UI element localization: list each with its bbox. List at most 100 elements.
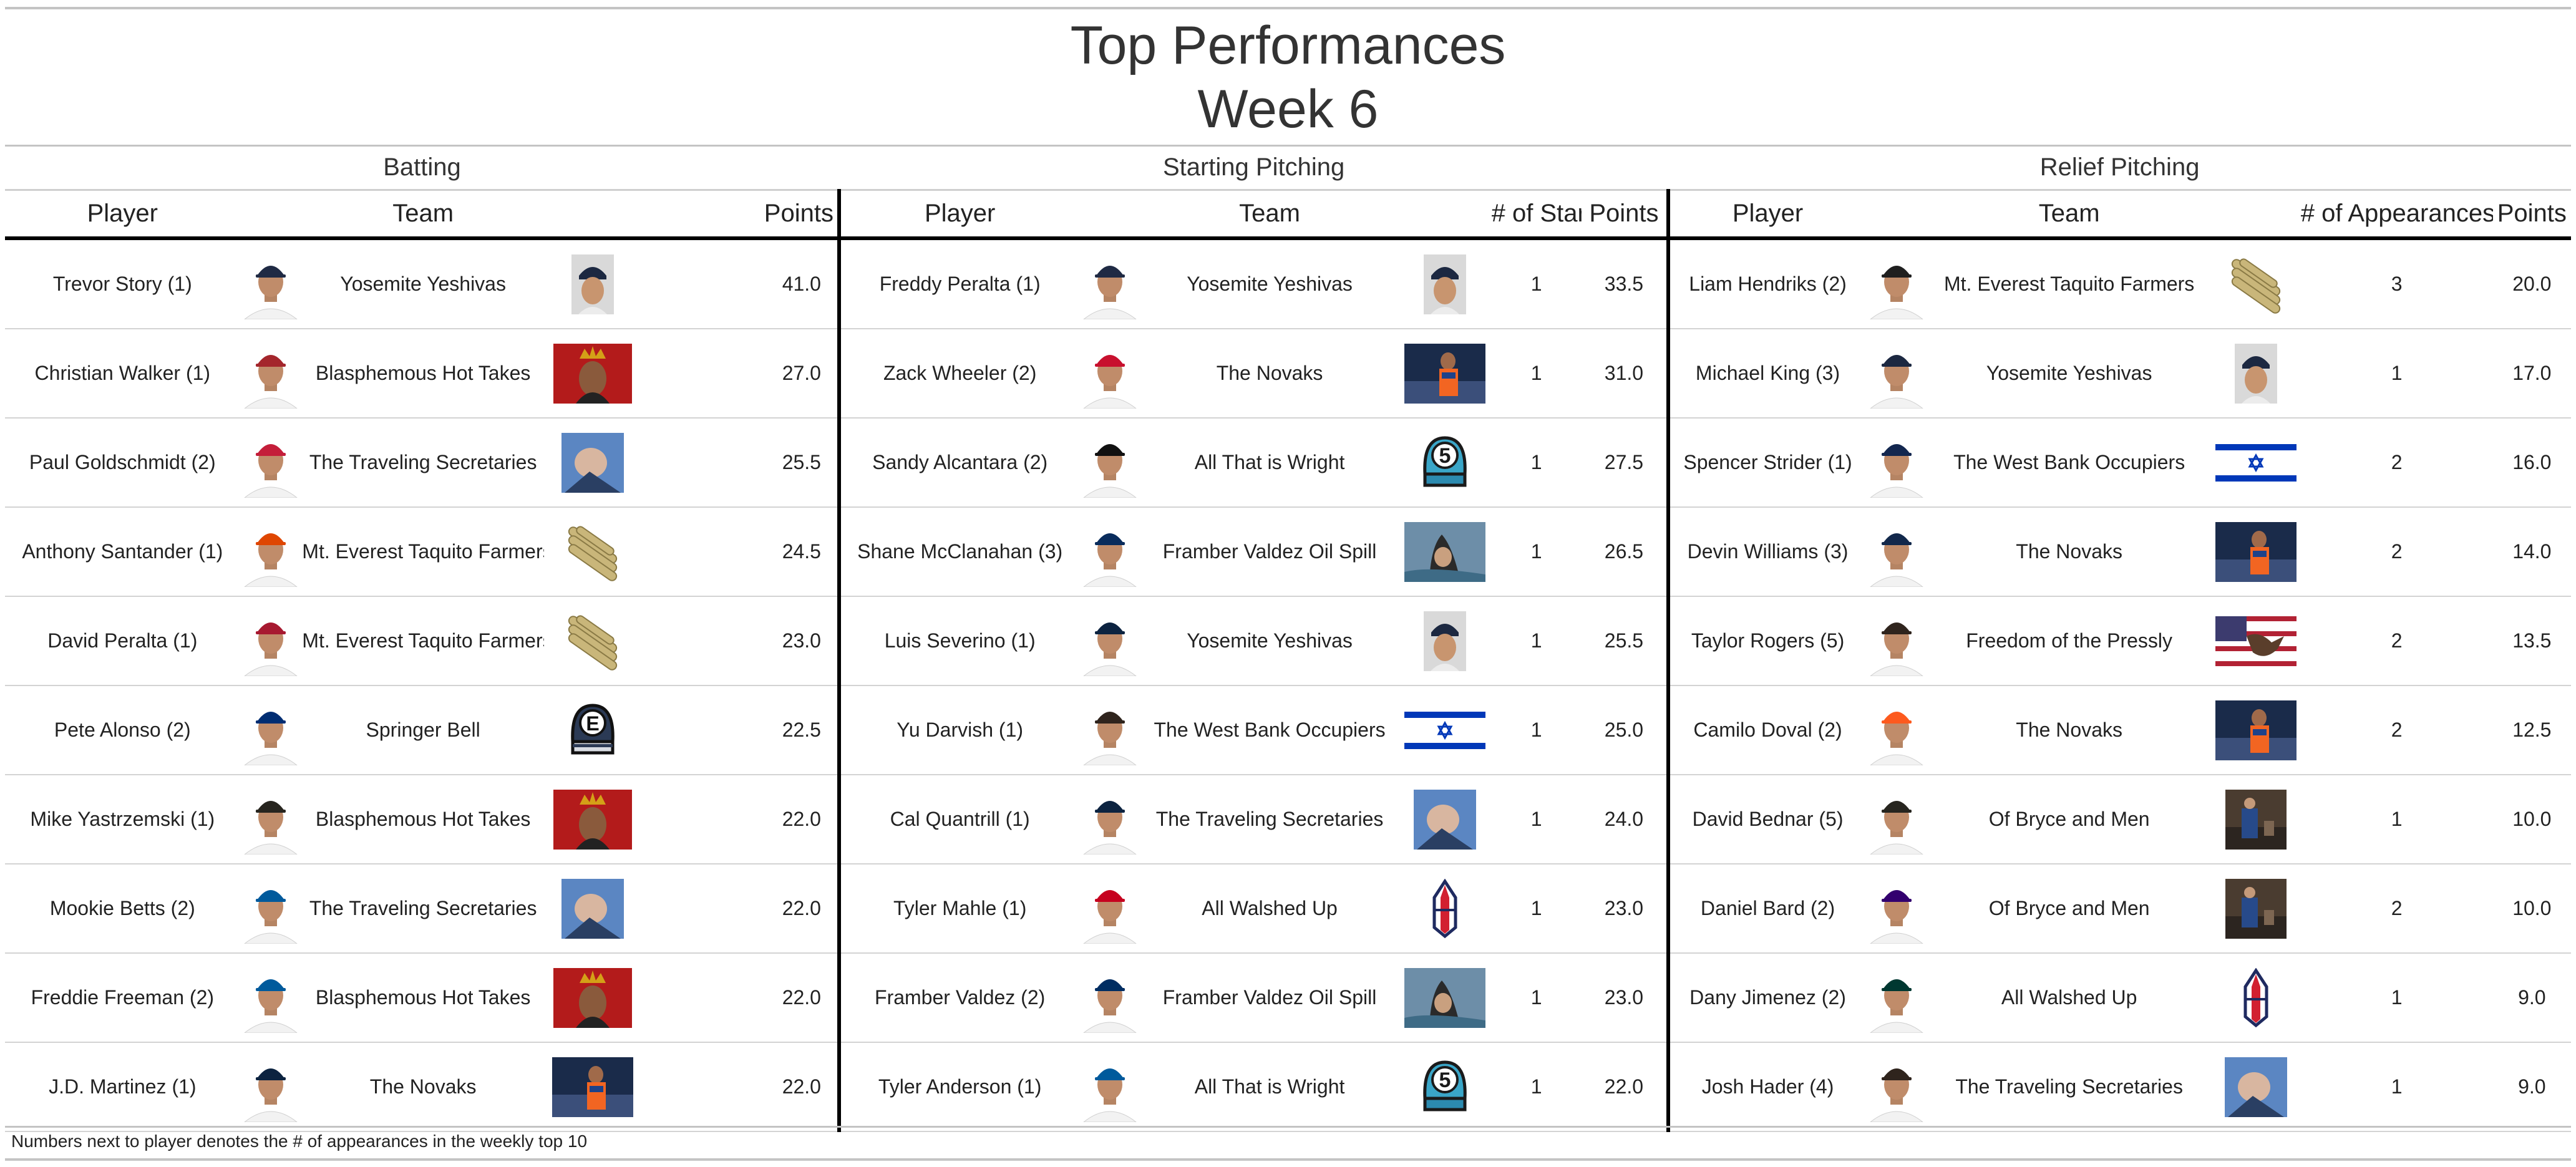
player-headshot xyxy=(240,953,303,1043)
team-logo-cell xyxy=(543,953,641,1043)
team-name: Yosemite Yeshivas xyxy=(302,238,544,329)
player-headshot-image xyxy=(1868,1052,1925,1122)
hot-takes-logo xyxy=(552,789,633,850)
team-logo-cell xyxy=(1398,775,1492,864)
player-headshot xyxy=(240,1042,303,1132)
team-logo-cell xyxy=(2210,953,2301,1043)
player-headshot xyxy=(1079,238,1142,329)
player-name: David Bednar (5) xyxy=(1666,775,1865,864)
taquito-farmers-logo xyxy=(552,522,633,582)
player-headshot-image xyxy=(1081,428,1139,498)
col-header-player: Player xyxy=(837,190,1079,240)
novaks-logo xyxy=(1404,343,1485,404)
player-name: Freddy Peralta (1) xyxy=(837,238,1079,329)
player-headshot-image xyxy=(242,428,299,498)
appearances-count: 1 xyxy=(2300,329,2493,419)
team-name: Yosemite Yeshivas xyxy=(1927,329,2211,419)
west-bank-occupiers-logo xyxy=(2215,433,2297,493)
starts-count: 1 xyxy=(1491,329,1582,419)
points-value: 20.0 xyxy=(2492,238,2571,329)
team-logo-cell xyxy=(543,329,641,419)
player-headshot xyxy=(240,596,303,686)
player-headshot-image xyxy=(1868,963,1925,1033)
points-value: 24.0 xyxy=(1581,775,1669,864)
points-value: 9.0 xyxy=(2492,953,2571,1043)
col-header-headshot xyxy=(1079,190,1142,240)
player-headshot-image xyxy=(1081,785,1139,855)
player-headshot-image xyxy=(1868,785,1925,855)
player-headshot-image xyxy=(1081,517,1139,587)
freedom-pressly-logo xyxy=(2215,611,2297,671)
taquito-farmers-logo xyxy=(2215,254,2297,314)
appearances-count: 1 xyxy=(2300,775,2493,864)
table-row: Freddie Freeman (2) Blasphemous Hot Takes… xyxy=(5,953,2571,1043)
svg-text:E: E xyxy=(586,712,599,735)
col-header-logo xyxy=(543,190,641,240)
novaks-logo xyxy=(2215,700,2297,760)
player-headshot xyxy=(1079,329,1142,419)
team-logo-cell xyxy=(1398,953,1492,1043)
team-logo-cell xyxy=(2210,864,2301,954)
table-row: Pete Alonso (2) Springer Bell E 22.5 Yu Darv… xyxy=(5,685,2571,775)
player-name: Josh Hader (4) xyxy=(1666,1042,1865,1132)
novaks-logo xyxy=(552,1057,633,1117)
points-value: 16.0 xyxy=(2492,418,2571,508)
team-name: Yosemite Yeshivas xyxy=(1141,596,1399,686)
team-name: The West Bank Occupiers xyxy=(1141,685,1399,775)
points-value: 33.5 xyxy=(1581,238,1669,329)
col-header-team: Team xyxy=(1927,190,2211,240)
points-value: 17.0 xyxy=(2492,329,2571,419)
starts-count: 1 xyxy=(1491,953,1582,1043)
player-headshot-image xyxy=(1081,249,1139,319)
team-name: Freedom of the Pressly xyxy=(1927,596,2211,686)
taquito-farmers-logo xyxy=(552,611,633,671)
team-logo-cell xyxy=(2210,1042,2301,1132)
points-value: 22.0 xyxy=(1581,1042,1669,1132)
team-logo-cell: 5 xyxy=(1398,1042,1492,1132)
starts-count: 1 xyxy=(1491,685,1582,775)
team-name: Of Bryce and Men xyxy=(1927,775,2211,864)
player-name: Mookie Betts (2) xyxy=(5,864,240,954)
all-that-is-wright-logo: 5 xyxy=(1404,1057,1485,1117)
col-header-appearances: # of Appearances xyxy=(2300,190,2493,240)
appearances-count: 3 xyxy=(2300,238,2493,329)
top-rule xyxy=(5,7,2571,9)
table-row: Mike Yastrzemski (1) Blasphemous Hot Take… xyxy=(5,775,2571,864)
team-name: The Novaks xyxy=(1927,685,2211,775)
performance-table: Batting Starting Pitching Relief Pitchin… xyxy=(5,145,2571,1132)
player-headshot-image xyxy=(1081,963,1139,1033)
yosemite-yeshivas-logo xyxy=(2215,343,2297,404)
points-value: 10.0 xyxy=(2492,775,2571,864)
starts-count: 1 xyxy=(1491,507,1582,597)
yosemite-yeshivas-logo xyxy=(552,254,633,314)
team-name: All Walshed Up xyxy=(1927,953,2211,1043)
points-value: 22.0 xyxy=(641,864,839,954)
player-headshot-image xyxy=(1081,606,1139,676)
col-header-logo xyxy=(1398,190,1492,240)
points-value: 22.0 xyxy=(641,775,839,864)
table-row: Trevor Story (1) Yosemite Yeshivas 41.0 Fre… xyxy=(5,238,2571,329)
col-header-team: Team xyxy=(1141,190,1399,240)
player-headshot xyxy=(1865,329,1928,419)
team-name: The Novaks xyxy=(1927,507,2211,597)
starts-count: 1 xyxy=(1491,864,1582,954)
team-name: Mt. Everest Taquito Farmers xyxy=(1927,238,2211,329)
player-name: Michael King (3) xyxy=(1666,329,1865,419)
team-name: Blasphemous Hot Takes xyxy=(302,953,544,1043)
player-headshot-image xyxy=(242,874,299,944)
team-name: The Novaks xyxy=(1141,329,1399,419)
team-logo-cell xyxy=(543,418,641,508)
all-walshed-up-logo xyxy=(2215,967,2297,1028)
player-headshot xyxy=(240,775,303,864)
col-header-points: Points xyxy=(1581,190,1669,240)
player-name: Daniel Bard (2) xyxy=(1666,864,1865,954)
player-name: Devin Williams (3) xyxy=(1666,507,1865,597)
points-value: 10.0 xyxy=(2492,864,2571,954)
player-name: Cal Quantrill (1) xyxy=(837,775,1079,864)
player-name: Camilo Doval (2) xyxy=(1666,685,1865,775)
appearances-count: 2 xyxy=(2300,418,2493,508)
player-headshot xyxy=(1079,685,1142,775)
points-value: 13.5 xyxy=(2492,596,2571,686)
player-headshot xyxy=(240,685,303,775)
player-headshot xyxy=(1079,418,1142,508)
